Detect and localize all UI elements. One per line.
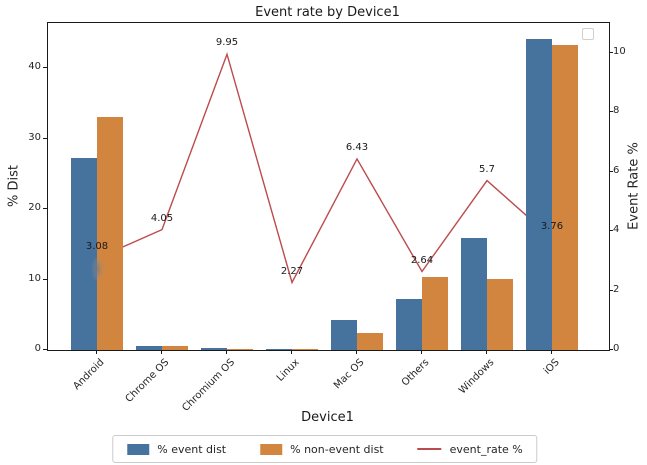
- chart-title: Event rate by Device1: [255, 5, 400, 20]
- y-tick-mark-left: [43, 278, 47, 280]
- y-tick-label-right: 4: [613, 224, 620, 236]
- y-tick-label-left: 40: [28, 61, 41, 73]
- point-label-chrome-os: 4.05: [150, 212, 174, 224]
- bar-event-dist-chromium-os: [201, 347, 227, 350]
- x-tick-mark: [356, 350, 357, 354]
- bar-non-event-dist-others: [422, 276, 448, 350]
- legend-label: event_rate %: [449, 442, 523, 456]
- point-label-ios: 3.76: [540, 221, 564, 233]
- x-tick-mark: [551, 350, 552, 354]
- bar-non-event-dist-windows: [487, 278, 513, 350]
- legend-item-event-rate: event_rate %: [417, 442, 523, 456]
- y-tick-mark-left: [43, 208, 47, 210]
- legend-color-swatch: [127, 443, 150, 455]
- legend-item-event-dist: % event dist: [127, 443, 226, 456]
- point-label-mac-os: 6.43: [345, 141, 369, 153]
- legend-label: % non-event dist: [290, 442, 384, 456]
- y-tick-label-right: 8: [613, 105, 620, 117]
- y-tick-mark-right: [609, 230, 613, 232]
- bar-non-event-dist-android: [97, 117, 123, 350]
- event-rate-line: [96, 51, 553, 285]
- x-axis-label: Device1: [301, 410, 354, 425]
- bar-event-dist-others: [396, 299, 422, 350]
- y-tick-mark-left: [43, 349, 47, 350]
- bar-event-dist-windows: [461, 237, 487, 350]
- y-tick-mark-right: [609, 170, 613, 172]
- legend-label: % event dist: [157, 442, 227, 456]
- x-tick-mark: [96, 350, 97, 354]
- point-label-android: 3.08: [85, 241, 109, 253]
- bar-event-dist-linux: [266, 348, 292, 350]
- plot-area: 3.08 4.05 9.95 2.27 6.43 2.64 5.7 3.76: [47, 22, 610, 351]
- x-tick-mark: [291, 350, 292, 354]
- bar-event-dist-chrome-os: [136, 345, 162, 350]
- legend-item-non-event-dist: % non-event dist: [260, 443, 384, 456]
- bar-non-event-dist-linux: [292, 348, 318, 350]
- legend-color-swatch: [260, 443, 283, 455]
- y-tick-label-left: 20: [28, 202, 41, 214]
- empty-inner-legend-box: [582, 28, 594, 40]
- legend: % event dist % non-event dist event_rate %: [112, 435, 538, 463]
- event-rate-polyline: [96, 51, 553, 285]
- x-tick-label-ios: iOS: [541, 357, 562, 377]
- y-tick-label-right: 0: [613, 343, 620, 354]
- bar-non-event-dist-chrome-os: [162, 346, 188, 350]
- y-tick-mark-right: [609, 111, 613, 113]
- bar-non-event-dist-ios: [552, 44, 578, 350]
- point-label-others: 2.64: [410, 254, 434, 266]
- y-tick-label-right: 2: [613, 283, 620, 295]
- render-artifact-smudge: [92, 257, 103, 281]
- y-tick-label-left: 10: [28, 272, 41, 284]
- bar-non-event-dist-mac-os: [357, 333, 383, 350]
- y-tick-mark-left: [43, 67, 47, 69]
- bar-event-dist-android: [71, 157, 97, 350]
- y-axis-label-right: Event Rate %: [626, 142, 642, 230]
- y-tick-label-right: 6: [613, 164, 620, 176]
- y-axis-label-left: % Dist: [6, 165, 22, 207]
- y-tick-mark-right: [609, 289, 613, 291]
- bar-event-dist-mac-os: [331, 319, 357, 350]
- point-label-chromium-os: 9.95: [215, 37, 239, 49]
- x-tick-mark: [226, 350, 227, 354]
- point-label-windows: 5.7: [479, 163, 495, 175]
- x-tick-mark: [421, 350, 422, 354]
- x-tick-ios: iOS: [434, 357, 562, 377]
- y-tick-label-left: 0: [34, 343, 41, 354]
- y-tick-label-right: 10: [613, 45, 626, 57]
- y-tick-mark-right: [609, 349, 613, 350]
- x-tick-mark: [161, 350, 162, 354]
- point-label-linux: 2.27: [280, 265, 304, 277]
- x-tick-mark: [486, 350, 487, 354]
- y-tick-mark-left: [43, 137, 47, 139]
- y-tick-mark-right: [609, 51, 613, 53]
- bar-non-event-dist-chromium-os: [227, 348, 253, 350]
- legend-line-swatch: [417, 448, 442, 450]
- y-tick-label-left: 30: [28, 131, 41, 143]
- bar-event-dist-ios: [526, 38, 552, 350]
